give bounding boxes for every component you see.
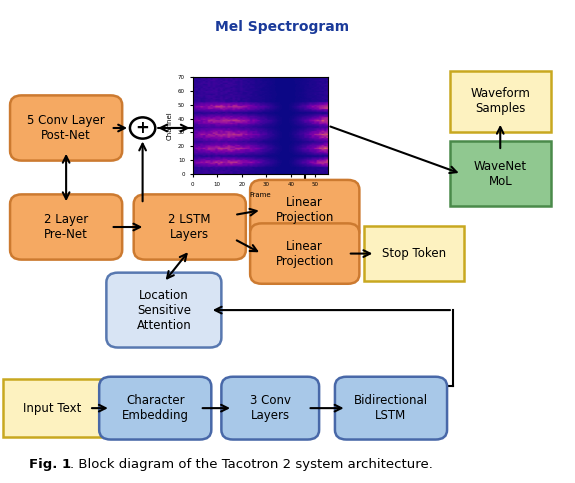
- FancyBboxPatch shape: [450, 71, 551, 131]
- FancyBboxPatch shape: [106, 272, 221, 348]
- FancyBboxPatch shape: [99, 377, 212, 440]
- FancyBboxPatch shape: [10, 95, 122, 160]
- Text: 2 LSTM
Layers: 2 LSTM Layers: [168, 213, 211, 241]
- FancyBboxPatch shape: [335, 377, 447, 440]
- Text: Fig. 1: Fig. 1: [29, 458, 71, 471]
- FancyBboxPatch shape: [250, 223, 359, 284]
- Text: +: +: [136, 119, 150, 137]
- FancyBboxPatch shape: [221, 377, 319, 440]
- Y-axis label: Channel: Channel: [166, 111, 172, 140]
- Circle shape: [130, 117, 155, 139]
- Text: Waveform
Samples: Waveform Samples: [470, 87, 530, 115]
- Text: 3 Conv
Layers: 3 Conv Layers: [250, 394, 291, 422]
- FancyBboxPatch shape: [364, 226, 465, 281]
- Text: Mel Spectrogram: Mel Spectrogram: [214, 20, 349, 34]
- X-axis label: Frame: Frame: [250, 192, 271, 198]
- Text: . Block diagram of the Tacotron 2 system architecture.: . Block diagram of the Tacotron 2 system…: [70, 458, 433, 471]
- Text: 5 Conv Layer
Post-Net: 5 Conv Layer Post-Net: [27, 114, 105, 142]
- FancyBboxPatch shape: [10, 194, 122, 259]
- FancyBboxPatch shape: [3, 379, 101, 437]
- Text: Linear
Projection: Linear Projection: [275, 196, 334, 224]
- Text: 2 Layer
Pre-Net: 2 Layer Pre-Net: [44, 213, 88, 241]
- FancyBboxPatch shape: [250, 180, 359, 241]
- Text: WaveNet
MoL: WaveNet MoL: [474, 160, 527, 188]
- FancyBboxPatch shape: [450, 141, 551, 207]
- Text: Character
Embedding: Character Embedding: [122, 394, 189, 422]
- Text: Bidirectional
LSTM: Bidirectional LSTM: [354, 394, 428, 422]
- Text: Linear
Projection: Linear Projection: [275, 240, 334, 268]
- Text: Stop Token: Stop Token: [382, 247, 446, 260]
- Text: Location
Sensitive
Attention: Location Sensitive Attention: [136, 288, 191, 332]
- Text: Input Text: Input Text: [22, 402, 81, 414]
- FancyBboxPatch shape: [133, 194, 246, 259]
